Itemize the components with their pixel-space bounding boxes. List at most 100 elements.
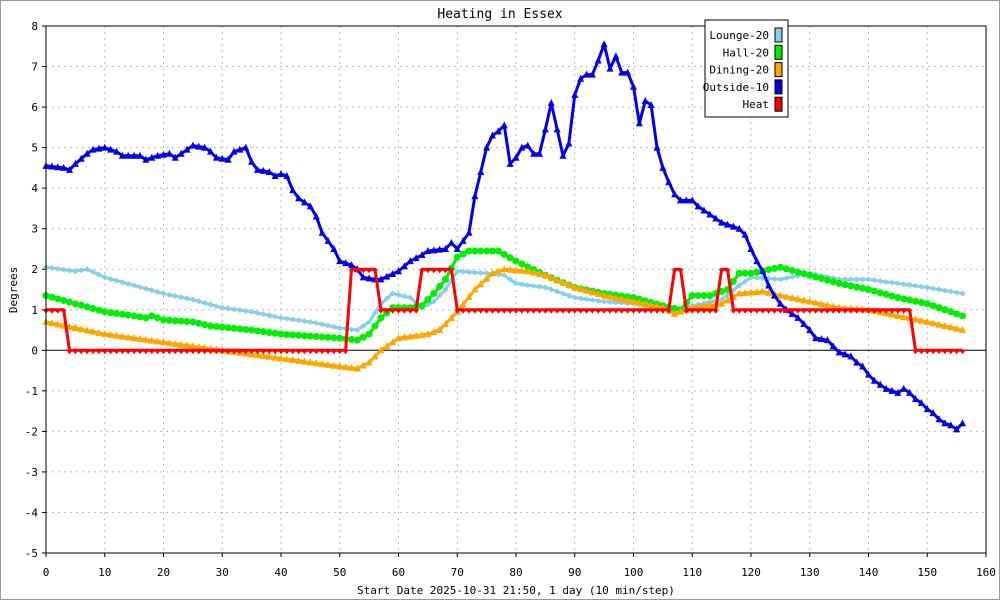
- data-point: [395, 309, 402, 314]
- data-point: [935, 320, 943, 328]
- data-point: [753, 274, 760, 281]
- data-point: [412, 254, 420, 262]
- data-point: [789, 273, 796, 280]
- data-point: [54, 295, 62, 303]
- data-point: [688, 196, 696, 204]
- data-point: [101, 274, 108, 281]
- data-point: [677, 269, 684, 274]
- data-point: [547, 99, 555, 107]
- data-point: [583, 286, 590, 294]
- data-point: [406, 257, 414, 265]
- data-point: [682, 196, 690, 204]
- data-point: [542, 284, 549, 291]
- data-point: [718, 269, 725, 274]
- data-point: [894, 311, 902, 319]
- data-point: [236, 307, 243, 314]
- data-point: [248, 326, 256, 334]
- data-point: [383, 309, 390, 314]
- data-point: [777, 276, 784, 283]
- data-point: [753, 309, 760, 314]
- data-point: [353, 336, 361, 344]
- data-point: [489, 269, 496, 277]
- data-point: [330, 244, 338, 252]
- data-point: [923, 317, 931, 325]
- data-point: [413, 309, 420, 314]
- data-point: [783, 309, 790, 314]
- data-point: [959, 326, 966, 334]
- data-point: [694, 302, 702, 310]
- data-point: [789, 309, 796, 314]
- data-point: [272, 313, 279, 320]
- data-point: [312, 359, 320, 367]
- data-point: [113, 331, 120, 339]
- data-point: [454, 268, 461, 275]
- data-point: [589, 297, 596, 304]
- data-point: [806, 326, 814, 334]
- data-point: [671, 309, 679, 317]
- data-point: [84, 266, 91, 273]
- data-point: [430, 246, 438, 254]
- data-point: [759, 267, 767, 275]
- data-point: [554, 309, 561, 314]
- data-point: [283, 330, 291, 338]
- data-point: [506, 159, 514, 167]
- data-point: [283, 315, 290, 322]
- data-point: [278, 350, 284, 355]
- y-tick-label: 5: [31, 142, 38, 155]
- data-point: [359, 361, 367, 369]
- data-point: [195, 350, 202, 355]
- data-point: [612, 52, 620, 60]
- data-point: [389, 269, 397, 277]
- data-point: [283, 350, 290, 355]
- x-tick-label: 80: [509, 566, 522, 579]
- data-point: [377, 346, 385, 354]
- data-point: [318, 333, 326, 341]
- data-point: [125, 350, 132, 355]
- data-point: [454, 309, 461, 314]
- data-point: [694, 292, 702, 300]
- data-point: [113, 277, 120, 284]
- data-point: [336, 334, 344, 342]
- data-point: [54, 309, 61, 314]
- data-point: [729, 222, 737, 230]
- data-point: [183, 341, 191, 349]
- data-point: [201, 321, 209, 329]
- data-point: [236, 350, 243, 355]
- data-point: [606, 292, 614, 300]
- series-heat: [43, 267, 966, 355]
- data-point: [865, 309, 872, 314]
- data-point: [730, 309, 737, 314]
- data-point: [483, 309, 490, 314]
- data-point: [677, 307, 684, 315]
- data-point: [401, 309, 408, 314]
- x-tick-label: 60: [392, 566, 405, 579]
- data-point: [841, 281, 849, 289]
- data-point: [148, 287, 155, 294]
- data-point: [894, 309, 901, 314]
- data-point: [319, 350, 326, 355]
- data-point: [953, 324, 961, 332]
- data-point: [524, 282, 531, 289]
- data-point: [248, 157, 256, 165]
- data-point: [77, 325, 85, 333]
- data-point: [636, 309, 643, 314]
- data-point: [501, 309, 508, 314]
- data-point: [788, 266, 796, 274]
- data-point: [601, 309, 608, 314]
- y-tick-label: 2: [31, 263, 38, 276]
- data-point: [541, 125, 549, 133]
- data-point: [54, 320, 62, 328]
- data-point: [906, 388, 914, 396]
- data-point: [912, 297, 919, 305]
- data-point: [553, 276, 561, 284]
- data-point: [377, 275, 385, 283]
- data-point: [436, 269, 443, 274]
- data-point: [289, 186, 297, 194]
- data-point: [348, 326, 355, 333]
- data-point: [171, 317, 179, 325]
- data-point: [724, 296, 731, 304]
- data-point: [565, 292, 572, 299]
- data-point: [600, 291, 608, 299]
- data-point: [131, 282, 138, 289]
- data-point: [160, 290, 167, 297]
